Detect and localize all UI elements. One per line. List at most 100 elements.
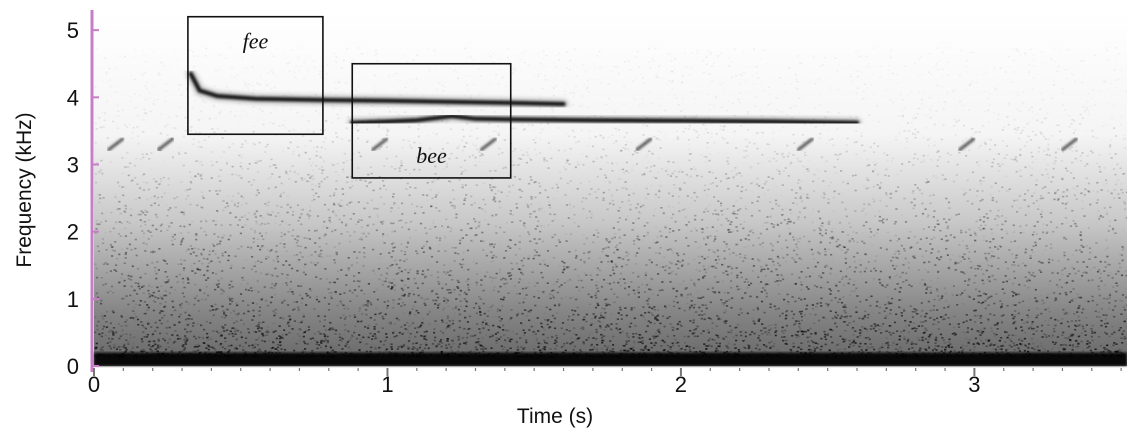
noise-speck <box>226 202 229 204</box>
noise-speck <box>617 256 620 259</box>
noise-speck <box>103 119 106 122</box>
noise-speck <box>671 326 674 329</box>
noise-speck <box>432 109 434 111</box>
noise-speck <box>915 309 918 311</box>
noise-speck <box>381 138 384 140</box>
noise-speck <box>929 310 931 312</box>
noise-speck <box>181 345 184 347</box>
noise-speck <box>914 136 917 139</box>
noise-speck <box>641 77 645 79</box>
noise-speck <box>946 152 949 155</box>
noise-speck <box>683 342 687 344</box>
noise-speck <box>857 345 861 348</box>
noise-speck <box>425 93 427 95</box>
noise-speck <box>1074 328 1077 331</box>
noise-speck <box>176 338 180 340</box>
noise-speck <box>580 129 583 132</box>
noise-speck <box>391 286 394 288</box>
noise-speck <box>112 332 115 334</box>
noise-speck <box>106 342 109 344</box>
noise-speck <box>594 306 598 309</box>
noise-speck <box>601 341 604 344</box>
noise-speck <box>823 330 826 333</box>
noise-speck <box>803 100 805 102</box>
noise-speck <box>875 135 877 137</box>
noise-speck <box>857 99 859 101</box>
noise-speck <box>205 285 208 288</box>
noise-speck <box>960 271 963 273</box>
noise-speck <box>971 171 975 173</box>
noise-speck <box>1109 272 1111 274</box>
noise-speck <box>489 184 492 186</box>
noise-speck <box>799 188 802 190</box>
noise-speck <box>154 105 156 107</box>
noise-speck <box>805 276 808 278</box>
noise-speck <box>1055 298 1058 301</box>
noise-speck <box>861 210 864 212</box>
noise-speck <box>184 189 187 192</box>
noise-speck <box>909 305 912 307</box>
noise-speck <box>476 50 478 52</box>
noise-speck <box>478 94 480 96</box>
noise-speck <box>965 137 968 140</box>
noise-speck <box>1057 351 1060 353</box>
noise-speck <box>147 321 150 324</box>
noise-speck <box>992 255 996 258</box>
noise-speck <box>886 296 889 299</box>
noise-speck <box>123 262 126 264</box>
noise-speck <box>1002 314 1005 316</box>
noise-speck <box>747 344 750 346</box>
noise-speck <box>913 257 916 259</box>
noise-speck <box>920 161 923 163</box>
noise-speck <box>1104 325 1108 328</box>
noise-speck <box>1122 247 1125 249</box>
noise-speck <box>261 245 264 247</box>
noise-speck <box>458 326 461 329</box>
noise-speck <box>491 182 493 184</box>
noise-speck <box>158 183 162 185</box>
noise-speck <box>534 181 537 183</box>
noise-speck <box>761 242 765 244</box>
noise-speck <box>765 228 769 231</box>
noise-speck <box>717 336 720 339</box>
noise-speck <box>366 301 369 303</box>
noise-speck <box>997 84 999 86</box>
noise-speck <box>323 335 326 338</box>
noise-speck <box>265 273 268 276</box>
noise-speck <box>950 217 952 219</box>
noise-speck <box>834 71 836 73</box>
noise-speck <box>163 281 166 283</box>
noise-speck <box>428 49 430 51</box>
noise-speck <box>610 323 613 325</box>
noise-speck <box>683 208 686 210</box>
noise-speck <box>1080 340 1083 343</box>
noise-speck <box>767 104 770 106</box>
noise-speck <box>944 346 947 349</box>
noise-speck <box>616 130 618 132</box>
noise-speck <box>233 347 237 350</box>
noise-speck <box>822 191 826 194</box>
noise-speck <box>945 235 948 237</box>
noise-speck <box>454 247 457 249</box>
noise-speck <box>190 318 193 320</box>
noise-speck <box>355 337 359 340</box>
noise-speck <box>972 202 975 204</box>
noise-speck <box>573 48 576 51</box>
noise-speck <box>1062 347 1065 350</box>
noise-speck <box>269 214 272 216</box>
noise-speck <box>1036 340 1038 342</box>
noise-speck <box>425 318 427 320</box>
noise-speck <box>264 146 268 148</box>
noise-speck <box>990 255 993 257</box>
noise-speck <box>836 344 839 346</box>
noise-speck <box>595 281 599 283</box>
noise-speck <box>171 243 174 246</box>
noise-speck <box>634 56 637 58</box>
noise-speck <box>253 143 256 146</box>
noise-speck <box>142 292 145 294</box>
noise-speck <box>655 76 658 78</box>
noise-speck <box>741 330 744 332</box>
noise-speck <box>270 53 272 55</box>
noise-speck <box>326 335 329 338</box>
noise-speck <box>337 203 340 206</box>
